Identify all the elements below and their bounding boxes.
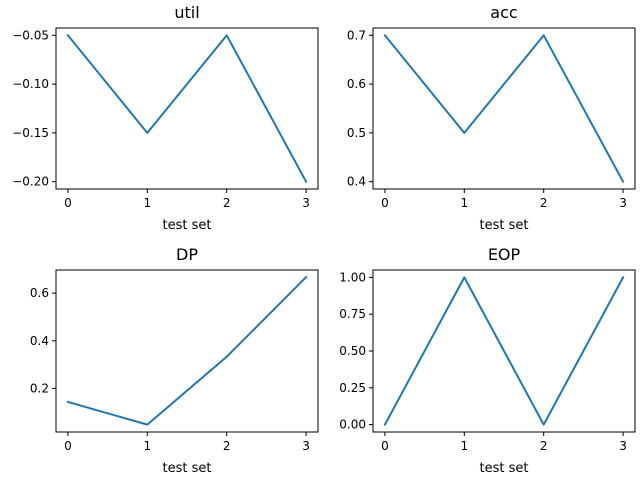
subplot-title: acc <box>490 3 517 22</box>
x-tick-label: 0 <box>64 196 72 210</box>
data-point <box>622 276 624 278</box>
data-point <box>384 424 386 426</box>
x-tick-label: 0 <box>381 196 389 210</box>
data-point <box>67 34 69 36</box>
x-axis-label: test set <box>163 461 212 476</box>
y-tick-label: −0.10 <box>12 77 49 91</box>
x-tick-label: 1 <box>460 196 468 210</box>
series-line <box>66 275 308 426</box>
x-tick-label: 2 <box>540 196 548 210</box>
y-tick-label: −0.15 <box>12 126 49 140</box>
series-line <box>66 33 308 184</box>
data-point <box>146 424 148 426</box>
series-line <box>383 33 625 184</box>
data-point <box>146 132 148 134</box>
axes-frame <box>372 27 636 190</box>
x-tick-label: 3 <box>302 196 310 210</box>
y-tick-label: 0.6 <box>347 77 366 91</box>
subplot-title: util <box>174 3 199 22</box>
y-tick-label: 0.25 <box>339 381 366 395</box>
y-tick-label: 1.00 <box>339 270 366 284</box>
x-tick-label: 2 <box>223 196 231 210</box>
x-tick-label: 3 <box>619 439 627 453</box>
subplot-title: DP <box>176 245 198 264</box>
x-axis-label: test set <box>480 218 529 233</box>
data-point <box>543 424 545 426</box>
x-tick-label: 1 <box>143 196 151 210</box>
y-tick-label: 0.50 <box>339 344 366 358</box>
x-tick-label: 0 <box>381 439 389 453</box>
y-tick-label: 0.75 <box>339 307 366 321</box>
y-tick-label: 0.00 <box>339 418 366 432</box>
data-point <box>622 181 624 183</box>
axes-frame <box>55 27 319 190</box>
y-tick-label: 0.7 <box>347 28 366 42</box>
axes-frame <box>55 269 319 433</box>
subplot-acc: acc 0 1 2 3 0.4 0.5 0.6 0.7 test set <box>347 3 636 233</box>
y-tick-label: 0.2 <box>30 381 49 395</box>
data-point <box>67 401 69 403</box>
x-tick-label: 0 <box>64 439 72 453</box>
subplot-dp: DP 0 1 2 3 0.2 0.4 0.6 test set <box>30 245 319 476</box>
y-tick-label: −0.05 <box>12 28 49 42</box>
y-tick-label: 0.5 <box>347 126 366 140</box>
data-point <box>543 34 545 36</box>
x-tick-label: 1 <box>143 439 151 453</box>
data-point <box>226 34 228 36</box>
series-line <box>383 276 625 426</box>
x-tick-label: 2 <box>540 439 548 453</box>
data-point <box>226 356 228 358</box>
y-tick-label: 0.4 <box>30 334 49 348</box>
data-point <box>305 181 307 183</box>
x-tick-label: 3 <box>619 196 627 210</box>
data-point <box>463 276 465 278</box>
x-axis-label: test set <box>163 218 212 233</box>
x-axis-label: test set <box>480 461 529 476</box>
y-tick-label: 0.4 <box>347 175 366 189</box>
x-tick-label: 3 <box>302 439 310 453</box>
data-point <box>305 276 307 278</box>
data-point <box>463 132 465 134</box>
subplot-eop: EOP 0 1 2 3 0.00 0.25 0.50 0.75 1.00 test set <box>339 245 636 476</box>
data-point <box>384 34 386 36</box>
x-tick-label: 1 <box>460 439 468 453</box>
subplot-title: EOP <box>488 245 521 264</box>
y-tick-label: −0.20 <box>12 175 49 189</box>
y-tick-label: 0.6 <box>30 286 49 300</box>
subplot-util: util 0 1 2 3 −0.05 −0.10 −0.15 −0.20 test set <box>12 3 319 233</box>
x-tick-label: 2 <box>223 439 231 453</box>
